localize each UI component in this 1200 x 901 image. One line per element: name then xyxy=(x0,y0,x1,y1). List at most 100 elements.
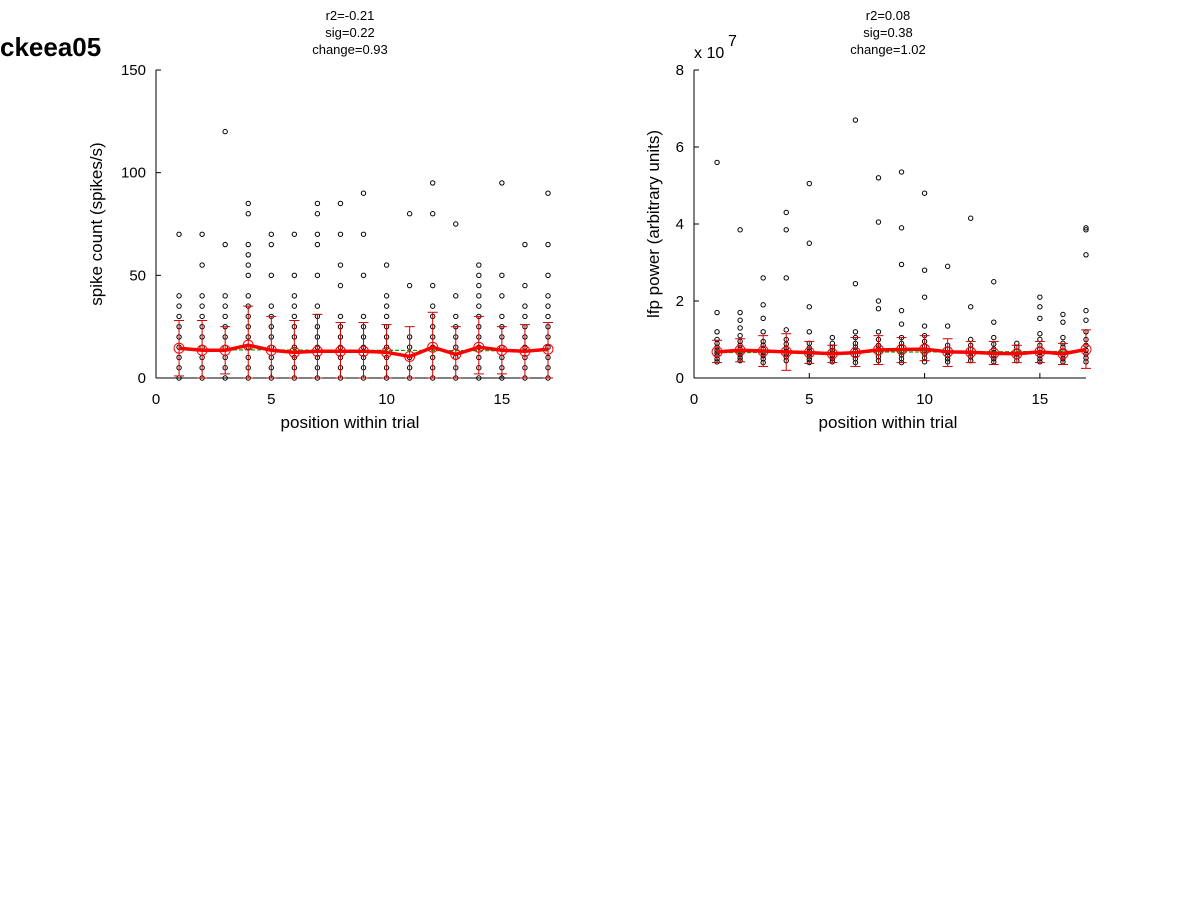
spike-data-point xyxy=(499,293,505,299)
lfp-y-tick-label: 0 xyxy=(676,370,684,387)
spike-mean-marker xyxy=(404,350,416,362)
lfp-data-point xyxy=(968,215,974,221)
spike-mean-marker xyxy=(196,344,208,356)
spike-data-point xyxy=(499,313,505,320)
lfp-data-point xyxy=(898,307,905,314)
lfp-data-point xyxy=(783,209,789,216)
lfp-y-axis-label: lfp power (arbitrary units) xyxy=(644,130,663,318)
lfp-data-point xyxy=(898,321,905,327)
lfp-mean-marker xyxy=(965,346,977,358)
lfp-axis-exponent-base: x 10 xyxy=(694,45,724,62)
lfp-data-point xyxy=(944,263,951,270)
lfp-data-point xyxy=(1083,225,1089,231)
spike-data-point xyxy=(314,272,321,279)
spike-data-point xyxy=(337,282,344,289)
spike-data-point xyxy=(545,293,551,299)
spike-data-point xyxy=(383,293,390,299)
spike-data-point xyxy=(314,211,321,217)
lfp-data-point xyxy=(783,227,789,233)
lfp-data-point xyxy=(714,309,720,316)
lfp-y-tick-label: 2 xyxy=(676,293,684,310)
lfp-data-point xyxy=(921,294,928,300)
lfp-data-point xyxy=(1083,307,1089,314)
lfp-data-point xyxy=(875,329,882,335)
spike-data-point xyxy=(199,262,205,268)
spike-mean-marker xyxy=(242,339,254,351)
spike-count-panel: r2=-0.21 sig=0.22 change=0.93 position w… xyxy=(87,8,554,432)
spike-data-point xyxy=(176,231,182,237)
spike-data-point xyxy=(176,303,182,309)
lfp-data-point xyxy=(1060,311,1066,318)
spike-data-point xyxy=(522,303,528,309)
spike-data-point xyxy=(499,180,505,186)
spike-mean-marker xyxy=(381,346,393,358)
spike-mean-marker xyxy=(496,344,508,356)
spike-data-point xyxy=(476,293,482,299)
spike-data-point xyxy=(522,313,528,320)
spike-data-point xyxy=(199,303,205,309)
spike-data-point xyxy=(476,272,482,279)
spike-data-point xyxy=(245,252,251,258)
spike-mean-marker xyxy=(519,345,531,357)
spike-data-point xyxy=(245,262,251,268)
lfp-data-point xyxy=(760,315,766,322)
spike-data-point xyxy=(360,190,367,196)
lfp-data-point xyxy=(875,298,882,304)
spike-data-point xyxy=(337,200,344,207)
spike-y-tick-label: 50 xyxy=(129,267,146,284)
lfp-data-point xyxy=(1083,227,1089,233)
spike-mean-line xyxy=(178,343,549,359)
figure-label: ckeea05 xyxy=(0,32,101,62)
lfp-mean-marker xyxy=(919,343,931,355)
lfp-title-change: change=1.02 xyxy=(850,42,926,57)
spike-data-point xyxy=(291,303,298,309)
lfp-data-point xyxy=(737,332,743,339)
lfp-data-point xyxy=(1083,317,1089,323)
spike-data-point xyxy=(430,211,436,217)
spike-data-point xyxy=(545,303,551,309)
spike-mean-marker xyxy=(473,341,485,353)
lfp-mean-marker xyxy=(1080,344,1092,356)
spike-data-point xyxy=(199,313,205,320)
spike-data-point xyxy=(176,313,182,320)
spike-y-tick-label: 150 xyxy=(121,62,146,79)
spike-data-point xyxy=(360,272,367,279)
lfp-data-point xyxy=(1083,252,1089,258)
spike-data-point xyxy=(291,231,298,237)
lfp-data-point xyxy=(1037,315,1043,322)
lfp-data-point xyxy=(1060,319,1066,325)
spike-data-point xyxy=(222,241,228,248)
spike-data-point xyxy=(268,272,274,279)
spike-data-point xyxy=(545,190,551,196)
lfp-x-tick-label: 0 xyxy=(690,391,698,408)
spike-data-point xyxy=(222,303,228,309)
spike-data-point xyxy=(453,293,459,299)
lfp-data-point xyxy=(806,329,812,335)
lfp-x-tick-label: 15 xyxy=(1032,391,1049,408)
spike-data-point xyxy=(499,272,505,279)
spike-data-point xyxy=(499,375,505,381)
spike-data-point xyxy=(222,375,228,381)
spike-data-point xyxy=(545,241,551,248)
lfp-data-point xyxy=(1037,304,1043,310)
lfp-x-axis-label: position within trial xyxy=(819,413,958,432)
lfp-data-point xyxy=(714,159,720,166)
lfp-data-point xyxy=(968,304,974,310)
spike-data-point xyxy=(453,313,459,320)
spike-data-point xyxy=(314,303,321,309)
lfp-mean-marker xyxy=(1057,348,1069,360)
spike-data-point xyxy=(199,231,205,237)
lfp-data-point xyxy=(806,240,812,246)
spike-data-point xyxy=(360,313,367,320)
spike-data-point xyxy=(268,231,274,237)
lfp-mean-marker xyxy=(988,347,1000,359)
lfp-data-point xyxy=(829,334,836,341)
spike-data-point xyxy=(430,180,436,186)
lfp-x-tick-label: 5 xyxy=(805,391,813,408)
lfp-data-point xyxy=(760,302,766,308)
spike-mean-marker xyxy=(288,346,300,358)
lfp-data-point xyxy=(991,334,997,341)
spike-data-point xyxy=(222,128,228,135)
lfp-y-tick-label: 4 xyxy=(676,216,684,233)
spike-data-point xyxy=(522,241,528,248)
